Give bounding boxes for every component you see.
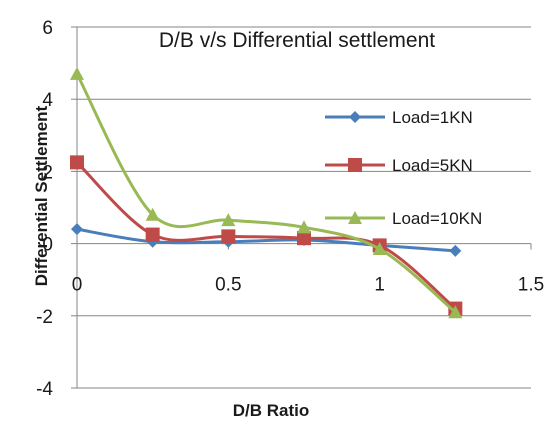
data-point	[145, 207, 160, 221]
data-point	[221, 229, 236, 244]
x-tick-label: 0	[72, 275, 83, 296]
series-3	[70, 66, 463, 319]
data-point	[70, 66, 84, 80]
y-axis-label: Differential Settlement	[32, 105, 51, 286]
data-point	[297, 231, 311, 246]
data-point	[71, 223, 83, 236]
x-axis-label: D/B Ratio	[233, 401, 310, 420]
series-line	[76, 227, 456, 253]
data-point	[372, 242, 387, 256]
legend-marker	[348, 158, 362, 172]
legend: Load=1KN Load=5KN Load=10KN	[325, 108, 482, 228]
y-tick-label: 2	[42, 162, 53, 183]
chart-title: D/B v/s Differential settlement	[159, 29, 435, 52]
y-tick-label: 4	[42, 90, 53, 111]
legend-label: Load=10KN	[392, 209, 482, 228]
series-group	[70, 66, 463, 319]
data-point	[449, 244, 462, 257]
legend-item-3: Load=10KN	[325, 209, 482, 228]
y-tick-label: 6	[42, 18, 53, 39]
legend-label: Load=1KN	[392, 108, 473, 127]
data-point	[145, 227, 160, 242]
y-tick-label: -4	[36, 379, 53, 400]
data-point	[297, 220, 311, 234]
data-point	[448, 305, 463, 319]
series-line	[75, 161, 457, 310]
legend-marker	[349, 111, 361, 123]
data-point	[221, 213, 236, 227]
x-tick-label: 0.5	[215, 275, 241, 296]
legend-item-2: Load=5KN	[325, 156, 473, 175]
series-line	[75, 73, 457, 314]
legend-item-1: Load=1KN	[325, 108, 473, 127]
y-tick-label: 0	[42, 235, 53, 256]
x-tick-label: 1	[374, 275, 385, 296]
legend-marker	[348, 211, 362, 224]
y-tick-label: -2	[36, 307, 53, 328]
gridlines	[77, 26, 531, 389]
data-point	[70, 155, 84, 170]
x-tick-label: 1.5	[518, 275, 544, 296]
legend-label: Load=5KN	[392, 156, 473, 175]
